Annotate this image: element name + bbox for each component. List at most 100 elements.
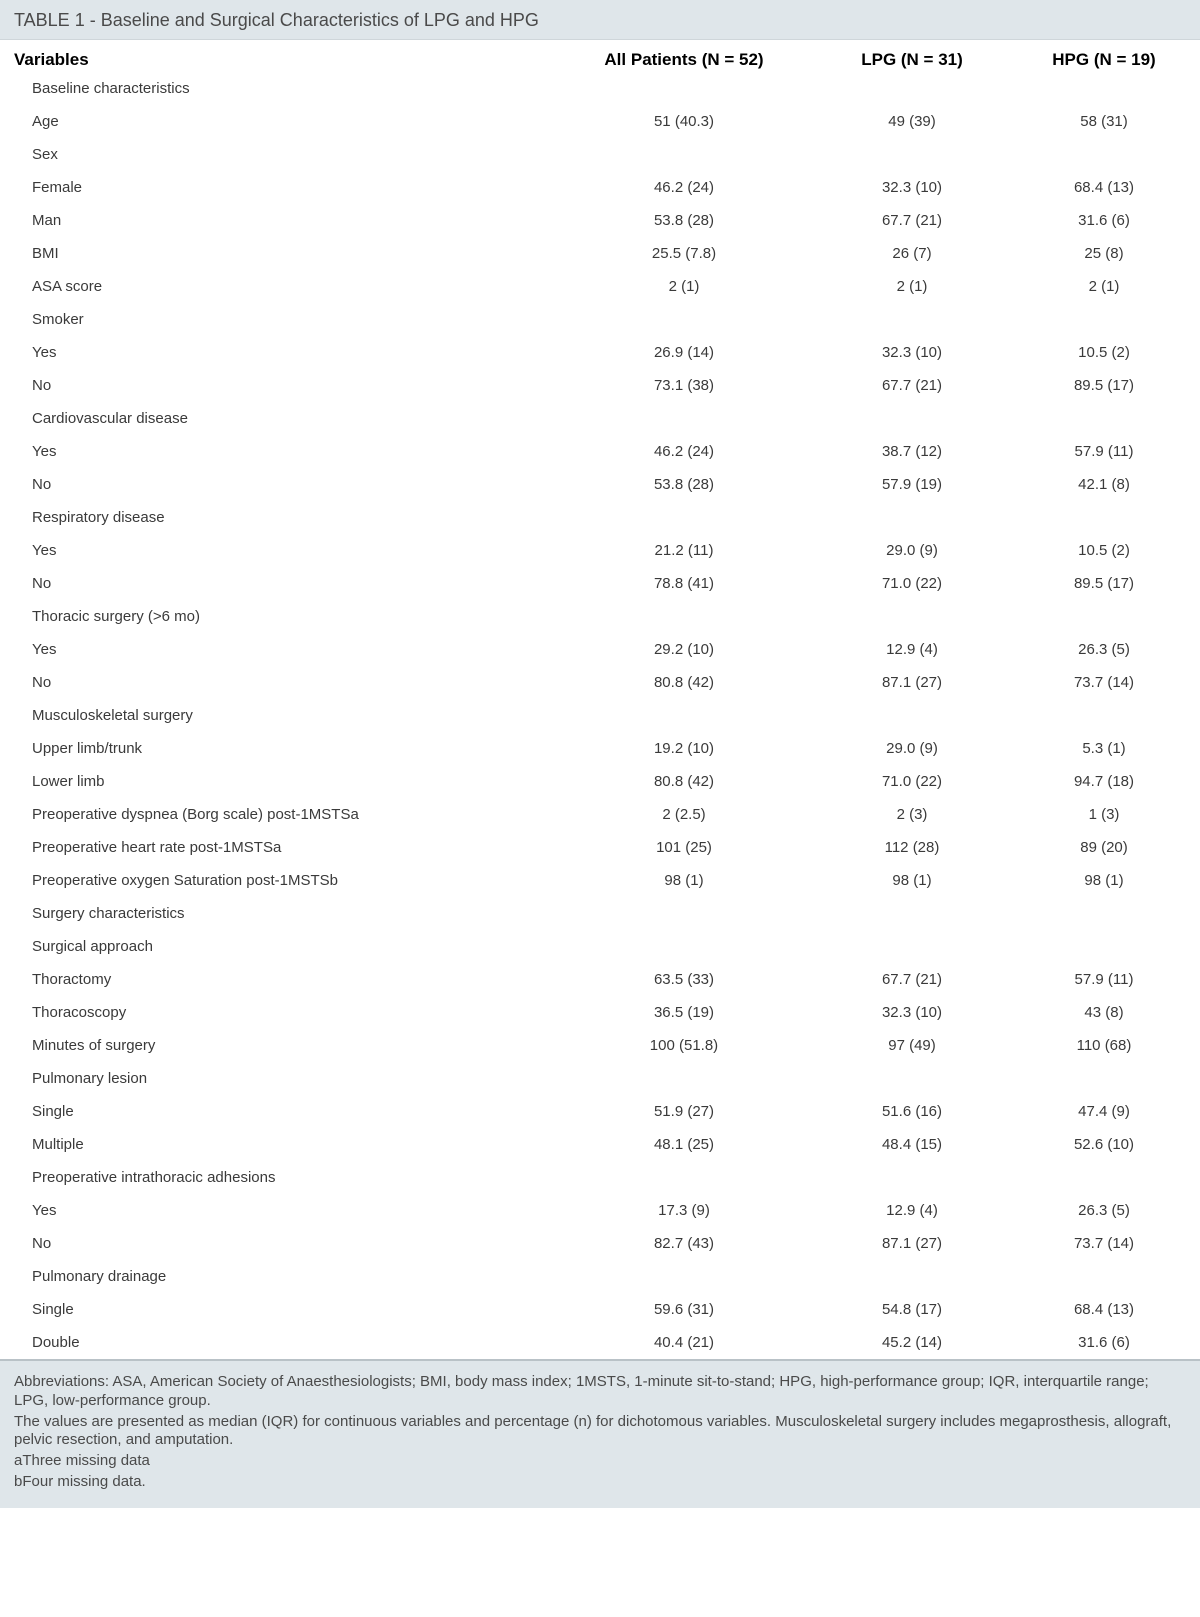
table-row: Baseline characteristics (0, 72, 1200, 105)
table-row: Yes17.3 (9)12.9 (4)26.3 (5) (0, 1194, 1200, 1227)
table-row: Preoperative oxygen Saturation post-1MST… (0, 864, 1200, 897)
table-row: Single51.9 (27)51.6 (16)47.4 (9) (0, 1095, 1200, 1128)
cell-lpg (816, 1260, 1008, 1293)
cell-all-patients: 98 (1) (552, 864, 816, 897)
table-row: Double40.4 (21)45.2 (14)31.6 (6) (0, 1326, 1200, 1359)
cell-all-patients: 100 (51.8) (552, 1029, 816, 1062)
row-label: BMI (0, 237, 552, 270)
table-row: No73.1 (38)67.7 (21)89.5 (17) (0, 369, 1200, 402)
cell-lpg: 32.3 (10) (816, 336, 1008, 369)
cell-lpg: 67.7 (21) (816, 369, 1008, 402)
table-row: Yes21.2 (11)29.0 (9)10.5 (2) (0, 534, 1200, 567)
cell-lpg: 29.0 (9) (816, 534, 1008, 567)
cell-lpg (816, 1161, 1008, 1194)
row-label: Yes (0, 435, 552, 468)
cell-lpg: 12.9 (4) (816, 1194, 1008, 1227)
cell-all-patients: 51 (40.3) (552, 105, 816, 138)
footer-abbreviations: Abbreviations: ASA, American Society of … (14, 1373, 1186, 1411)
cell-hpg: 1 (3) (1008, 798, 1200, 831)
cell-lpg: 97 (49) (816, 1029, 1008, 1062)
cell-hpg (1008, 303, 1200, 336)
table-row: No53.8 (28)57.9 (19)42.1 (8) (0, 468, 1200, 501)
table-row: Preoperative dyspnea (Borg scale) post-1… (0, 798, 1200, 831)
table-row: Yes29.2 (10)12.9 (4)26.3 (5) (0, 633, 1200, 666)
cell-hpg: 89.5 (17) (1008, 369, 1200, 402)
cell-all-patients (552, 1161, 816, 1194)
cell-lpg (816, 303, 1008, 336)
table-row: Surgical approach (0, 930, 1200, 963)
cell-lpg: 32.3 (10) (816, 996, 1008, 1029)
col-lpg: LPG (N = 31) (816, 40, 1008, 72)
cell-all-patients: 36.5 (19) (552, 996, 816, 1029)
cell-hpg (1008, 1062, 1200, 1095)
row-label: Sex (0, 138, 552, 171)
cell-lpg: 32.3 (10) (816, 171, 1008, 204)
table-row: Respiratory disease (0, 501, 1200, 534)
row-label: Preoperative dyspnea (Borg scale) post-1… (0, 798, 552, 831)
cell-all-patients: 48.1 (25) (552, 1128, 816, 1161)
cell-lpg: 71.0 (22) (816, 567, 1008, 600)
cell-lpg: 2 (3) (816, 798, 1008, 831)
cell-lpg: 49 (39) (816, 105, 1008, 138)
cell-lpg: 48.4 (15) (816, 1128, 1008, 1161)
cell-all-patients (552, 930, 816, 963)
row-label: No (0, 468, 552, 501)
cell-all-patients: 82.7 (43) (552, 1227, 816, 1260)
row-label: Surgical approach (0, 930, 552, 963)
cell-all-patients: 101 (25) (552, 831, 816, 864)
cell-hpg: 42.1 (8) (1008, 468, 1200, 501)
cell-lpg: 67.7 (21) (816, 963, 1008, 996)
cell-all-patients: 46.2 (24) (552, 435, 816, 468)
cell-hpg: 98 (1) (1008, 864, 1200, 897)
characteristics-table: Variables All Patients (N = 52) LPG (N =… (0, 40, 1200, 1359)
cell-hpg (1008, 1161, 1200, 1194)
cell-hpg (1008, 72, 1200, 105)
cell-all-patients (552, 303, 816, 336)
cell-hpg: 25 (8) (1008, 237, 1200, 270)
cell-all-patients: 63.5 (33) (552, 963, 816, 996)
cell-all-patients: 53.8 (28) (552, 204, 816, 237)
row-label: Thoracoscopy (0, 996, 552, 1029)
cell-all-patients (552, 1260, 816, 1293)
row-label: No (0, 1227, 552, 1260)
cell-all-patients: 21.2 (11) (552, 534, 816, 567)
cell-lpg: 51.6 (16) (816, 1095, 1008, 1128)
row-label: Preoperative oxygen Saturation post-1MST… (0, 864, 552, 897)
table-row: Preoperative intrathoracic adhesions (0, 1161, 1200, 1194)
table-row: Smoker (0, 303, 1200, 336)
cell-hpg: 26.3 (5) (1008, 1194, 1200, 1227)
cell-all-patients: 40.4 (21) (552, 1326, 816, 1359)
cell-hpg (1008, 897, 1200, 930)
row-label: Smoker (0, 303, 552, 336)
row-label: ASA score (0, 270, 552, 303)
cell-lpg: 2 (1) (816, 270, 1008, 303)
cell-lpg: 87.1 (27) (816, 666, 1008, 699)
row-label: Female (0, 171, 552, 204)
col-variables: Variables (0, 40, 552, 72)
table-row: Lower limb80.8 (42)71.0 (22)94.7 (18) (0, 765, 1200, 798)
cell-lpg (816, 699, 1008, 732)
row-label: Yes (0, 1194, 552, 1227)
cell-hpg (1008, 501, 1200, 534)
row-label: Double (0, 1326, 552, 1359)
cell-lpg: 12.9 (4) (816, 633, 1008, 666)
row-label: Minutes of surgery (0, 1029, 552, 1062)
table-footer: Abbreviations: ASA, American Society of … (0, 1359, 1200, 1508)
cell-all-patients (552, 402, 816, 435)
cell-hpg: 2 (1) (1008, 270, 1200, 303)
table-row: Cardiovascular disease (0, 402, 1200, 435)
row-label: Single (0, 1293, 552, 1326)
row-label: Yes (0, 633, 552, 666)
table-row: Female46.2 (24)32.3 (10)68.4 (13) (0, 171, 1200, 204)
row-label: No (0, 369, 552, 402)
table-row: Pulmonary drainage (0, 1260, 1200, 1293)
cell-hpg: 52.6 (10) (1008, 1128, 1200, 1161)
cell-hpg: 43 (8) (1008, 996, 1200, 1029)
cell-hpg: 26.3 (5) (1008, 633, 1200, 666)
footer-values-note: The values are presented as median (IQR)… (14, 1413, 1186, 1451)
cell-all-patients: 78.8 (41) (552, 567, 816, 600)
table-row: Yes46.2 (24)38.7 (12)57.9 (11) (0, 435, 1200, 468)
row-label: Thoractomy (0, 963, 552, 996)
table-row: Musculoskeletal surgery (0, 699, 1200, 732)
row-label: Thoracic surgery (>6 mo) (0, 600, 552, 633)
